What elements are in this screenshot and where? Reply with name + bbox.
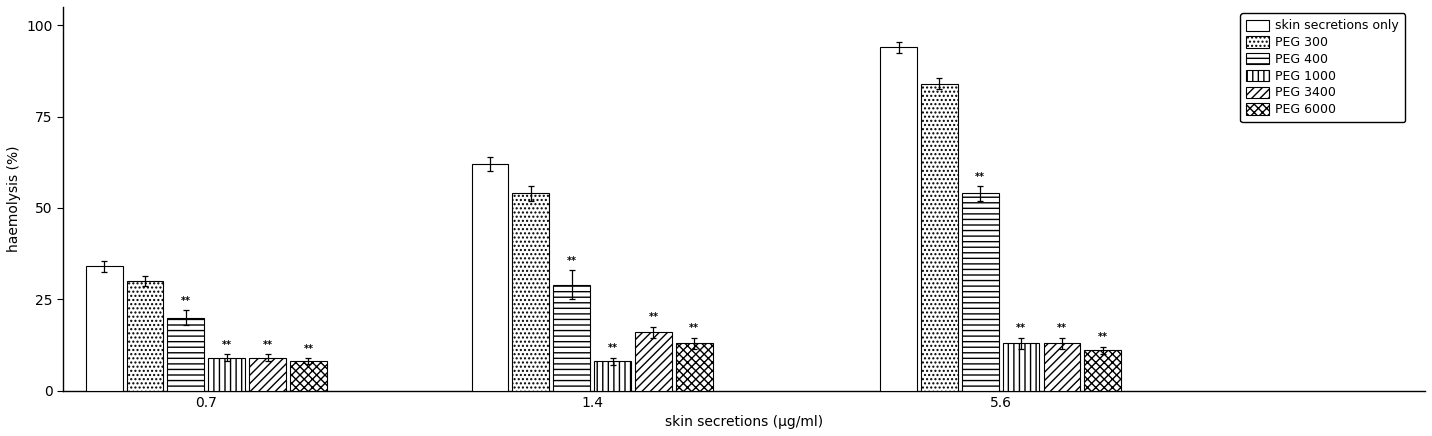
Bar xyxy=(1044,343,1080,391)
Text: **: ** xyxy=(1017,323,1027,333)
Bar xyxy=(513,193,550,391)
Text: **: ** xyxy=(222,340,232,350)
Bar xyxy=(471,164,508,391)
Legend: skin secretions only, PEG 300, PEG 400, PEG 1000, PEG 3400, PEG 6000: skin secretions only, PEG 300, PEG 400, … xyxy=(1240,13,1405,123)
Text: **: ** xyxy=(649,312,659,322)
Bar xyxy=(594,361,632,391)
Text: **: ** xyxy=(1057,323,1067,333)
Bar xyxy=(168,317,205,391)
Bar xyxy=(249,358,286,391)
Text: **: ** xyxy=(607,344,617,353)
Bar xyxy=(1084,351,1121,391)
X-axis label: skin secretions (μg/ml): skin secretions (μg/ml) xyxy=(664,415,823,429)
Bar xyxy=(553,285,590,391)
Text: **: ** xyxy=(180,296,190,306)
Text: **: ** xyxy=(304,344,314,354)
Text: **: ** xyxy=(689,323,699,333)
Y-axis label: haemolysis (%): haemolysis (%) xyxy=(7,146,21,252)
Bar xyxy=(634,332,672,391)
Bar xyxy=(921,84,958,391)
Bar xyxy=(881,47,916,391)
Bar xyxy=(962,193,998,391)
Bar xyxy=(126,281,163,391)
Bar xyxy=(676,343,713,391)
Bar xyxy=(1002,343,1040,391)
Text: **: ** xyxy=(567,255,577,266)
Bar xyxy=(86,266,123,391)
Text: **: ** xyxy=(975,172,985,182)
Bar xyxy=(291,361,326,391)
Bar xyxy=(208,358,245,391)
Text: **: ** xyxy=(262,340,272,350)
Text: **: ** xyxy=(1098,332,1108,342)
